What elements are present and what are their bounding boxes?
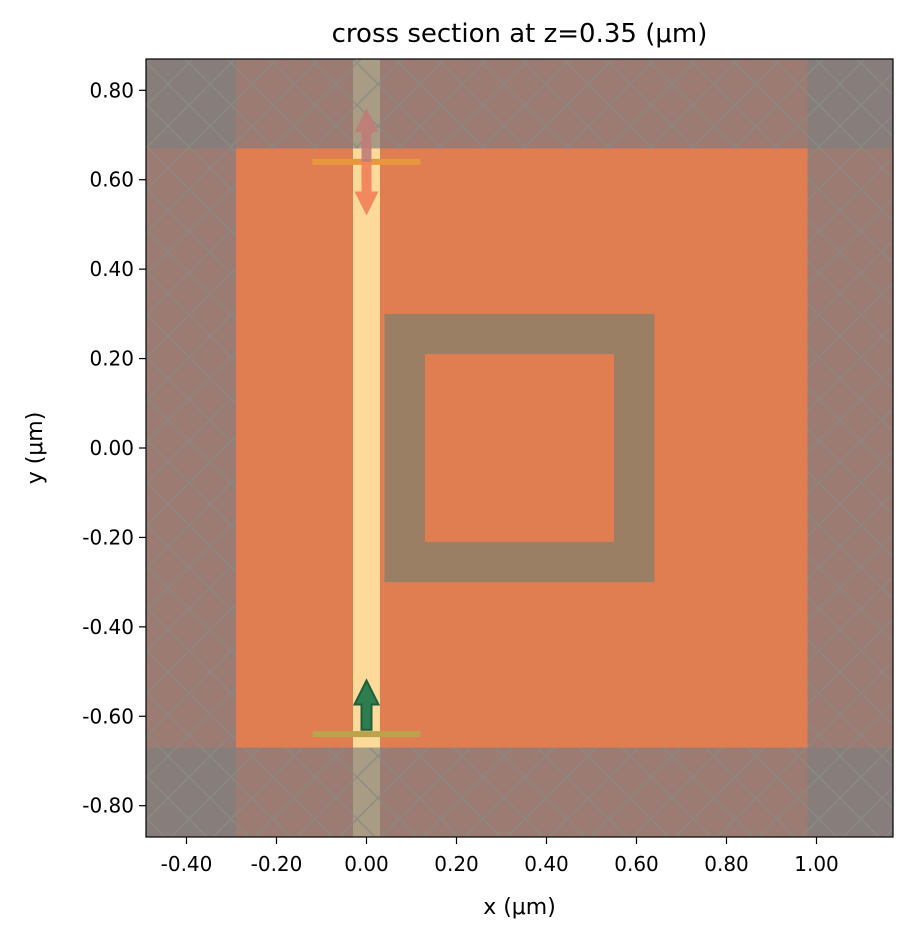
pml-left xyxy=(146,59,236,837)
pml-right xyxy=(807,59,893,837)
y-tick-label: 0.40 xyxy=(89,257,134,281)
source-direction-arrow xyxy=(352,678,381,731)
y-tick-label: -0.60 xyxy=(82,704,134,728)
pml-corner-bottom-right xyxy=(807,747,893,837)
x-axis-label: x (μm) xyxy=(483,895,556,920)
y-tick-label: 0.80 xyxy=(89,78,134,102)
pml-top xyxy=(236,59,808,149)
ring-resonator xyxy=(384,313,655,583)
pml-corner-top-left xyxy=(146,59,236,149)
x-tick-label: -0.20 xyxy=(251,852,303,876)
x-tick-label: 0.60 xyxy=(614,852,659,876)
x-tick-label: -0.40 xyxy=(161,852,213,876)
monitor-direction-arrow xyxy=(354,161,379,216)
pml-corner-top-right xyxy=(807,59,893,149)
x-tick-label: 0.00 xyxy=(344,852,389,876)
y-tick-label: 0.00 xyxy=(89,436,134,460)
x-axis-ticks: -0.40 -0.20 0.00 0.20 0.40 0.60 0.80 1.00 xyxy=(161,837,839,876)
chart-title: cross section at z=0.35 (μm) xyxy=(332,19,708,49)
monitor-direction-ghost-arrow xyxy=(354,108,379,162)
x-tick-label: 1.00 xyxy=(794,852,839,876)
y-tick-label: -0.80 xyxy=(82,794,134,818)
pml-corner-bottom-left xyxy=(146,747,236,837)
y-tick-label: -0.20 xyxy=(82,525,134,549)
y-tick-label: 0.60 xyxy=(89,168,134,192)
plot-area xyxy=(146,59,893,837)
x-tick-label: 0.40 xyxy=(524,852,569,876)
x-tick-label: 0.80 xyxy=(704,852,749,876)
y-axis-label: y (μm) xyxy=(23,412,48,485)
waveguide-pml-bottom xyxy=(353,747,380,837)
y-tick-label: 0.20 xyxy=(89,347,134,371)
y-axis-ticks: 0.80 0.60 0.40 0.20 0.00 -0.20 -0.40 -0.60 -0.80 xyxy=(82,78,146,818)
background-medium xyxy=(146,59,893,837)
x-tick-label: 0.20 xyxy=(434,852,479,876)
pml-bottom xyxy=(236,747,808,837)
y-tick-label: -0.40 xyxy=(82,615,134,639)
